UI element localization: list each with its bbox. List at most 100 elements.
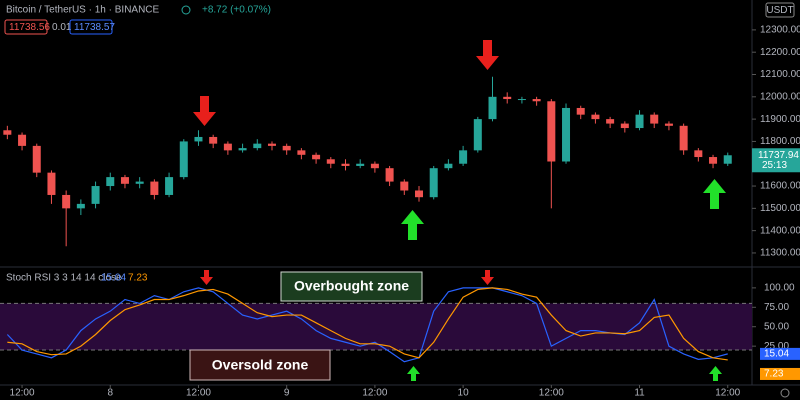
value-tag [760, 347, 800, 360]
x-tick-label: 12:00 [186, 388, 211, 399]
y-tick-label: 12200.00 [760, 47, 800, 58]
ask-box [69, 19, 113, 35]
candle-body [650, 114, 659, 124]
settings-icon [780, 388, 790, 398]
candle-body [723, 155, 732, 164]
x-tick-label: 12:00 [715, 388, 740, 399]
arrow-down [476, 40, 499, 70]
candle-body [91, 186, 100, 204]
oversold-label: Oversold zone [212, 357, 309, 373]
candle-body [635, 114, 644, 129]
candle-body [532, 99, 541, 102]
candle-body [356, 163, 365, 166]
sell-arrows [193, 40, 499, 285]
arrow-up [703, 179, 726, 209]
change: +8.72 (+0.07%) [202, 5, 271, 16]
candle-body [209, 136, 218, 144]
candle-body [326, 159, 335, 164]
d-value: 7.23 [128, 273, 148, 284]
candle-body [679, 125, 688, 151]
bid: 11738.56 [9, 22, 50, 33]
indicator-title: Stoch RSI 3 3 14 14 close [6, 273, 122, 284]
value-tag [760, 367, 800, 380]
candle-body [253, 143, 262, 149]
candle-body [488, 96, 497, 120]
candle-body [312, 154, 321, 160]
x-tick-label: 12:00 [539, 388, 564, 399]
x-tick-label: 9 [284, 388, 290, 399]
candle-body [282, 145, 291, 151]
candle-body [459, 150, 468, 164]
y-tick-label: 50.00 [764, 321, 789, 332]
overbought-box [280, 271, 423, 302]
candle-body [400, 181, 409, 191]
candle-body [194, 136, 203, 142]
arrow-down-small [200, 270, 213, 285]
y-tick-label: 11900.00 [760, 114, 800, 125]
overbought-label: Overbought zone [294, 278, 409, 294]
candle-body [135, 181, 144, 184]
candle-body [120, 177, 129, 184]
y-tick-label: 100.00 [764, 283, 795, 294]
candle-body [267, 143, 276, 146]
candle-body [47, 172, 56, 195]
plot-layer: 11300.0011400.0011500.0011600.0011700.00… [0, 25, 800, 399]
y-tick-label: 11500.00 [760, 203, 800, 214]
price-tag [752, 148, 800, 173]
price-tag-label: 11737.94 [758, 150, 799, 161]
series-line [7, 287, 728, 361]
x-tick-label: 12:00 [362, 388, 387, 399]
candle-body [444, 163, 453, 169]
currency: USDT [766, 5, 793, 16]
candle-body [606, 119, 615, 124]
buy-arrows [401, 179, 726, 381]
y-tick-label: 12300.00 [760, 25, 800, 36]
candle-body [517, 99, 526, 101]
arrow-down-small [481, 270, 494, 285]
candle-body [150, 181, 159, 195]
candle-body [238, 148, 247, 151]
x-tick-label: 11 [634, 388, 645, 399]
candle-body [562, 107, 571, 162]
value-tag-label: 15.04 [764, 349, 789, 360]
candle-body [473, 119, 482, 151]
y-tick-label: 11800.00 [760, 136, 800, 147]
arrow-up-small [407, 366, 420, 381]
candle-body [165, 177, 174, 195]
y-tick-label: 12100.00 [760, 69, 800, 80]
x-tick-label: 10 [458, 388, 470, 399]
candle-body [385, 168, 394, 182]
arrow-up [401, 210, 424, 240]
currency-box [765, 2, 795, 18]
candle-body [18, 134, 27, 146]
x-tick-label: 12:00 [10, 388, 35, 399]
candle-body [106, 177, 115, 187]
status-icon [181, 5, 191, 15]
symbol: Bitcoin / TetherUS · 1h · BINANCE [6, 5, 160, 16]
y-tick-label: 11300.00 [760, 248, 800, 259]
candle-body [32, 145, 41, 173]
k-value: 15.04 [101, 273, 126, 284]
y-tick-label: 11400.00 [760, 225, 800, 236]
bid-box [4, 19, 48, 35]
arrow-down [193, 96, 216, 126]
candle-body [297, 150, 306, 155]
oversold-box [189, 349, 331, 381]
value-tag-label: 7.23 [764, 369, 784, 380]
y-tick-label: 75.00 [764, 302, 789, 313]
arrow-up-small [709, 366, 722, 381]
candle-body [3, 130, 12, 135]
candle-body [341, 163, 350, 166]
x-tick-label: 8 [107, 388, 113, 399]
y-tick-label: 12000.00 [760, 91, 800, 102]
candle-body [620, 123, 629, 129]
candle-body [179, 141, 188, 178]
candle-body [503, 96, 512, 100]
candle-body [76, 203, 85, 209]
candle-body [694, 150, 703, 158]
y-tick-label: 11600.00 [760, 181, 800, 192]
ask: 11738.57 [74, 22, 115, 33]
candle-body [664, 123, 673, 126]
candle-body [370, 163, 379, 169]
